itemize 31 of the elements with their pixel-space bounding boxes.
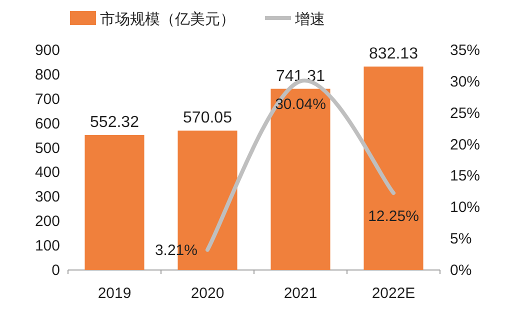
y2-tick-label: 20% <box>450 136 480 154</box>
data-label: 552.32 <box>90 114 140 131</box>
y2-tick-label: 5% <box>450 230 472 248</box>
x-tick-label: 2021 <box>284 285 318 302</box>
bar <box>364 66 424 270</box>
y2-tick-label: 10% <box>450 199 480 216</box>
data-label: 12.25% <box>368 208 419 225</box>
y2-tick-label: 0% <box>450 262 472 279</box>
y2-tick-label: 15% <box>450 168 480 185</box>
y-tick-label: 600 <box>34 115 60 132</box>
y-tick-label: 400 <box>34 164 60 182</box>
x-tick-label: 2022E <box>372 285 416 302</box>
data-label: 832.13 <box>369 46 418 63</box>
x-tick-label: 2019 <box>98 285 132 302</box>
bar <box>270 88 330 270</box>
y-tick-label: 200 <box>34 213 60 230</box>
x-tick-label: 2020 <box>190 285 224 302</box>
y2-tick-label: 25% <box>450 104 480 122</box>
y-tick-label: 300 <box>34 188 60 206</box>
y2-tick-label: 30% <box>450 73 480 90</box>
y2-tick-label: 35% <box>450 42 480 59</box>
legend-label: 市场规模（亿美元） <box>100 11 235 28</box>
data-label: 570.05 <box>183 110 232 127</box>
y-tick-label: 100 <box>34 238 60 255</box>
y-tick-label: 0 <box>52 262 60 279</box>
y-tick-label: 900 <box>34 42 60 59</box>
legend-label: 增速 <box>294 11 325 28</box>
bar <box>84 134 144 270</box>
y-tick-label: 500 <box>34 140 60 157</box>
y-tick-label: 800 <box>34 66 60 84</box>
y-tick-label: 700 <box>34 90 60 108</box>
